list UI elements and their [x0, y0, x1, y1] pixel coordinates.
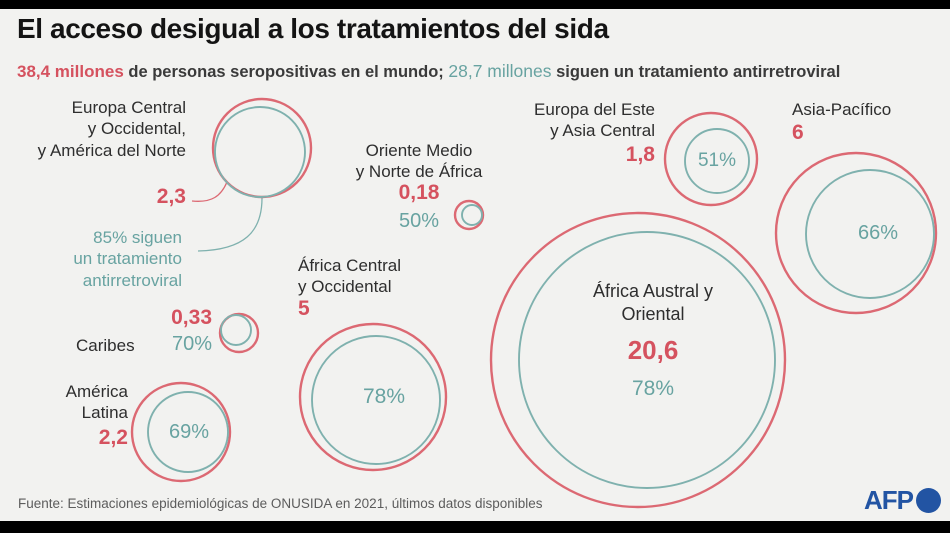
region-label-europa-este: Europa del Este y Asia Central [534, 100, 655, 141]
region-label-africa-austral: África Austral y Oriental [592, 281, 714, 324]
subtitle-mid-text: de personas seropositivas en el mundo; [123, 63, 449, 81]
region-label-oriente-medio: Oriente Medio y Norte de África [355, 141, 483, 182]
america-latina-red-bubble [130, 381, 232, 483]
afp-logo-dot-icon [916, 487, 941, 513]
region-value-oriente-medio: 0,18 [398, 181, 440, 204]
africa-central-occidental-teal-bubble [311, 335, 441, 465]
africa-central-occidental-red-bubble [298, 322, 448, 472]
region-value-america-latina: 2,2 [98, 426, 128, 449]
page-title: El acceso desigual a los tratamientos de… [17, 13, 609, 44]
subtitle: 38,4 millones de personas seropositivas … [17, 61, 840, 82]
africa-austral-oriental-red-bubble [489, 211, 787, 509]
callout-line-percent [197, 197, 263, 252]
region-value-europa-este: 1,8 [625, 143, 655, 166]
bottom-black-bar [0, 521, 950, 533]
stat-on-treatment: 28,7 millones [448, 61, 552, 81]
europa-central-occidental-america-norte-teal-bubble [214, 106, 306, 198]
region-percent-africa-central: 78% [362, 385, 406, 408]
asia-pacifico-red-bubble [774, 151, 938, 315]
region-percent-callout-europa-central: 85% siguen un tratamiento antirretrovira… [73, 228, 182, 290]
region-label-america-latina: América Latina [65, 382, 128, 423]
region-percent-africa-austral: 78% [631, 377, 675, 400]
region-label-africa-central: África Central y Occidental [298, 256, 401, 297]
region-value-caribes: 0,33 [171, 306, 212, 329]
asia-pacifico-teal-bubble [805, 169, 935, 299]
oriente-medio-norte-africa-teal-bubble [461, 204, 483, 226]
region-value-africa-austral: 20,6 [627, 335, 679, 365]
region-label-asia-pacifico: Asia-Pacífico [792, 100, 892, 119]
region-value-africa-central: 5 [298, 297, 310, 320]
stat-seropositive: 38,4 millones [17, 62, 124, 81]
region-percent-america-latina: 69% [168, 421, 210, 443]
subtitle-end-text: siguen un tratamiento antirretroviral [551, 63, 841, 81]
source-text: Fuente: Estimaciones epidemiológicas de … [18, 496, 543, 511]
region-percent-europa-este: 51% [697, 150, 737, 171]
region-value-europa-central: 2,3 [156, 185, 186, 208]
region-percent-caribes: 70% [171, 333, 212, 355]
top-black-bar [0, 0, 950, 9]
caribes-red-bubble [218, 312, 260, 354]
callout-line-millions [191, 181, 228, 202]
region-percent-asia-pacifico: 66% [857, 222, 899, 244]
afp-logo: AFP [864, 487, 941, 513]
region-label-europa-central: Europa Central y Occidental, y América d… [37, 98, 186, 160]
afp-logo-text: AFP [864, 485, 914, 515]
region-percent-oriente-medio: 50% [398, 210, 440, 232]
region-label-caribes: Caribes [76, 336, 135, 355]
europa-este-asia-central-teal-bubble [684, 128, 750, 194]
europa-este-asia-central-red-bubble [663, 111, 759, 207]
america-latina-teal-bubble [147, 391, 229, 473]
region-value-asia-pacifico: 6 [792, 121, 804, 144]
africa-austral-oriental-teal-bubble [518, 231, 776, 489]
caribes-teal-bubble [220, 314, 252, 346]
oriente-medio-norte-africa-red-bubble [453, 199, 485, 231]
